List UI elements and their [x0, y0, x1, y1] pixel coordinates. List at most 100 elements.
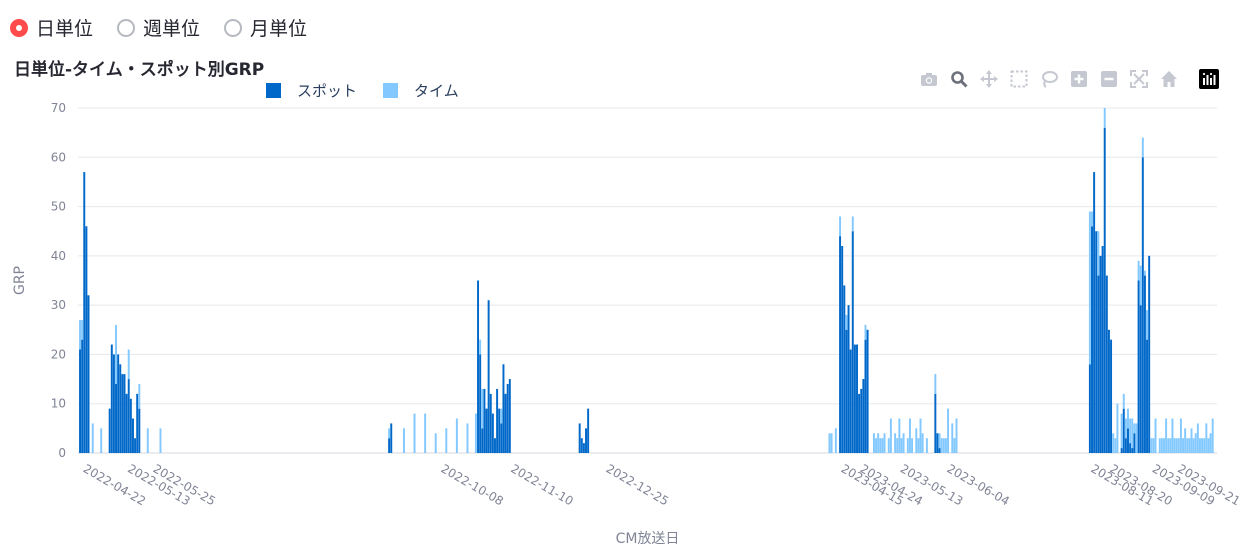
radio-daily-label: 日単位	[36, 18, 94, 40]
radio-monthly[interactable]: 月単位	[224, 14, 307, 41]
radio-weekly[interactable]: 週単位	[117, 14, 200, 41]
bar-spot	[853, 344, 856, 453]
bar-time	[1196, 423, 1199, 453]
bar-spot	[1097, 275, 1100, 453]
bar-spot	[1133, 433, 1136, 453]
zoom-icon[interactable]	[948, 68, 970, 90]
bar-spot	[1139, 305, 1142, 453]
bar-spot	[1105, 275, 1108, 453]
bar-spot	[585, 428, 587, 453]
legend-item-spot[interactable]: スポット	[266, 80, 357, 101]
bar-time	[883, 433, 886, 453]
bar-spot	[587, 408, 590, 453]
bar-spot	[1143, 275, 1146, 453]
zoom-out-icon[interactable]	[1098, 68, 1120, 90]
bar-time	[834, 428, 837, 453]
radio-daily[interactable]: 日単位	[10, 14, 93, 41]
bar-time	[944, 438, 947, 453]
bar-time	[127, 349, 130, 380]
bar-time	[1194, 433, 1197, 453]
bar-spot	[1107, 329, 1110, 453]
bar-time	[898, 418, 901, 453]
bar-spot	[108, 408, 111, 453]
bar-time	[845, 315, 848, 330]
bar-time	[908, 418, 911, 453]
bar-spot	[481, 428, 484, 453]
bar-time	[1112, 433, 1115, 453]
bar-spot	[508, 379, 511, 453]
bar-spot	[1129, 443, 1132, 453]
bar-time	[388, 428, 391, 439]
bar-time	[1203, 438, 1206, 453]
bar-spot	[119, 364, 122, 453]
plotly-logo-icon[interactable]	[1198, 68, 1220, 90]
home-icon[interactable]	[1158, 68, 1180, 90]
bar-time	[1114, 438, 1117, 453]
bar-spot	[851, 231, 854, 453]
bar-spot	[117, 354, 120, 453]
bar-time	[894, 433, 897, 453]
pan-icon[interactable]	[978, 68, 1000, 90]
bar-spot	[847, 305, 850, 453]
bar-spot	[1148, 255, 1151, 453]
bar-time	[1131, 418, 1134, 449]
bar-time	[1167, 438, 1170, 453]
bar-time	[1120, 413, 1123, 449]
bar-spot	[938, 448, 941, 453]
bar-spot	[112, 354, 115, 453]
bar-spot	[862, 379, 865, 453]
bar-time	[413, 413, 416, 453]
bar-time	[1103, 108, 1106, 128]
bar-spot	[1101, 246, 1104, 453]
bar-time	[481, 388, 484, 429]
bar-spot	[1131, 448, 1134, 453]
zoom-in-icon[interactable]	[1068, 68, 1090, 90]
bar-time	[906, 438, 909, 453]
radio-selected-icon	[10, 18, 28, 37]
lasso-icon[interactable]	[1038, 68, 1060, 90]
bar-time	[1201, 438, 1204, 453]
bar-time	[1097, 231, 1100, 276]
bar-time	[955, 418, 958, 453]
bar-spot	[136, 393, 139, 453]
bar-time	[864, 324, 867, 340]
bar-spot	[1099, 255, 1102, 453]
bar-time	[1163, 438, 1165, 453]
bar-spot	[491, 413, 494, 453]
bar-spot	[936, 433, 939, 453]
legend-item-time[interactable]: タイム	[383, 80, 459, 101]
legend-swatch-time	[383, 83, 399, 98]
bar-spot	[1137, 280, 1140, 453]
bar-time	[500, 408, 503, 424]
x-axis-title: CM放送日	[616, 531, 680, 547]
radio-unselected-icon	[224, 18, 243, 37]
camera-icon[interactable]	[918, 68, 940, 90]
legend-swatch-spot	[266, 83, 281, 98]
bar-time	[1186, 438, 1189, 453]
bar-spot	[498, 408, 501, 453]
bar-time	[1171, 418, 1174, 453]
bar-spot	[856, 344, 858, 453]
bar-time	[1177, 438, 1180, 453]
box-select-icon[interactable]	[1008, 68, 1030, 90]
bar-time	[91, 423, 94, 453]
y-tick-label: 40	[51, 249, 66, 263]
bar-time	[877, 433, 880, 453]
bar-spot	[115, 384, 117, 453]
autoscale-icon[interactable]	[1128, 68, 1150, 90]
bar-time	[887, 438, 890, 453]
bar-spot	[580, 438, 583, 453]
bar-time	[1192, 438, 1195, 453]
bar-spot	[110, 344, 113, 453]
bar-time	[1124, 418, 1127, 439]
bar-time	[1154, 418, 1157, 453]
bar-spot	[841, 246, 844, 453]
bar-time	[1184, 428, 1187, 453]
bar-time	[434, 433, 437, 453]
radio-weekly-label: 週単位	[143, 18, 201, 40]
x-tick-label: 2022-12-25	[604, 461, 671, 508]
bar-time	[1179, 418, 1182, 453]
bar-spot	[843, 285, 846, 453]
x-tick-label: 2022-10-08	[439, 461, 506, 508]
